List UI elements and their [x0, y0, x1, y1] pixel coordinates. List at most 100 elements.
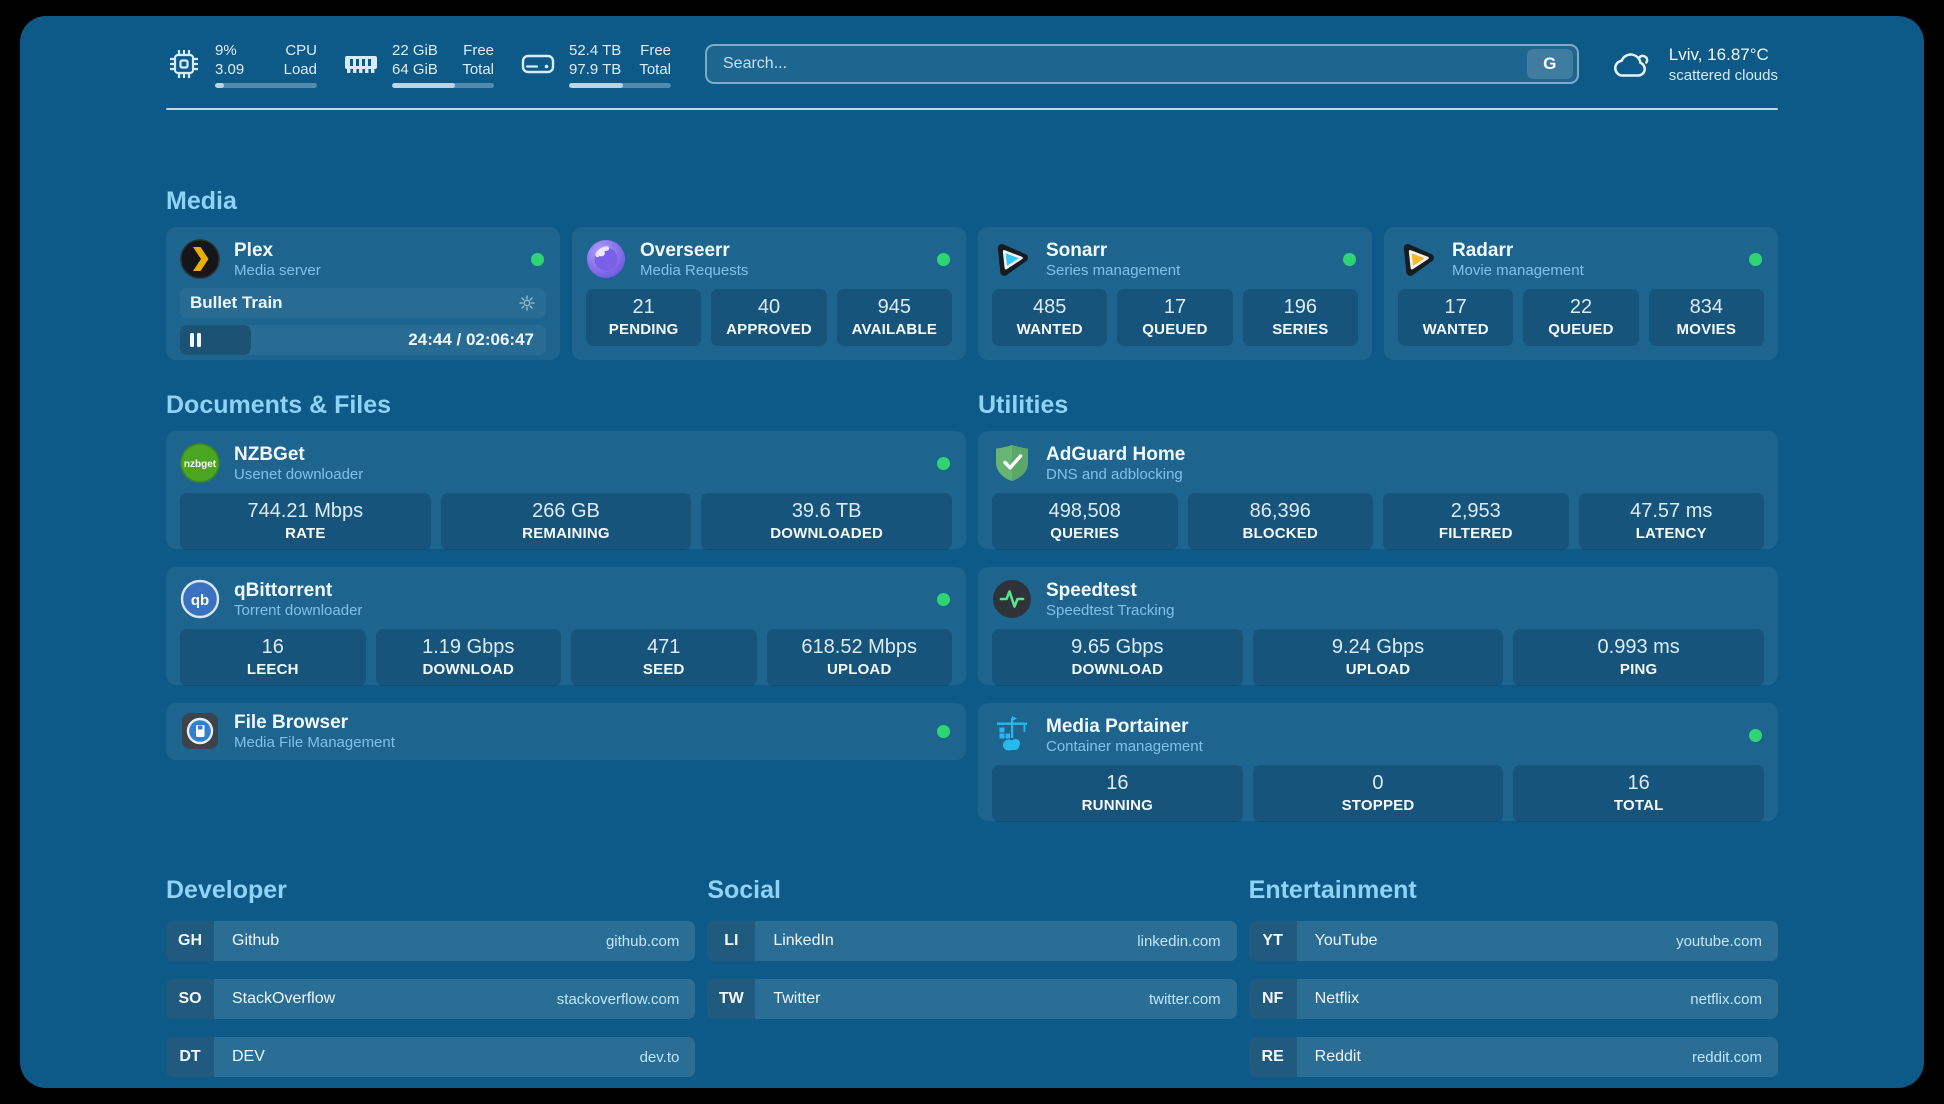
search-engine-button[interactable]: G	[1526, 49, 1573, 79]
bookmark-twitter[interactable]: TW Twitter twitter.com	[707, 979, 1237, 1019]
memory-total-value: 64 GiB	[392, 60, 438, 78]
cpu-chip-icon	[170, 50, 198, 78]
weather-location: Lviv, 16.87°C	[1668, 44, 1769, 64]
bookmark-name: LinkedIn	[773, 932, 834, 949]
app-name: Plex	[234, 239, 274, 261]
nzbget-stats: 744.21 Mbps RATE 266 GB REMAINING 39.6 T…	[180, 493, 952, 550]
stat-box: 196 SERIES	[1242, 289, 1358, 346]
stat-value: 16	[1627, 772, 1650, 794]
stat-box: 0.993 ms PING	[1513, 629, 1764, 686]
status-dot	[937, 253, 950, 266]
app-name: File Browser	[234, 711, 349, 733]
search-input[interactable]	[723, 55, 1527, 73]
bookmark-name: YouTube	[1314, 932, 1378, 949]
dashboard-panel: 9% 3.09 CPU Load	[20, 16, 1924, 1088]
app-card-portainer[interactable]: Media Portainer Container management 16 …	[978, 703, 1778, 822]
stat-value: 485	[1032, 296, 1067, 318]
status-dot	[1343, 253, 1356, 266]
bookmark-github[interactable]: GH Github github.com	[166, 921, 696, 961]
nzbget-titles: NZBGet Usenet downloader	[234, 443, 363, 484]
stat-value: 9.24 Gbps	[1331, 636, 1425, 658]
status-dot	[937, 457, 950, 470]
now-playing-row[interactable]: Bullet Train	[180, 288, 546, 318]
bookmark-name: StackOverflow	[232, 990, 336, 1007]
stat-box: 0 STOPPED	[1252, 765, 1504, 822]
stat-box: 618.52 Mbps UPLOAD	[766, 629, 952, 686]
app-description: Media server	[234, 261, 321, 279]
bookmark-youtube[interactable]: YT YouTube youtube.com	[1248, 921, 1778, 961]
stat-label: DOWNLOAD	[422, 661, 515, 678]
speedtest-card-header: Speedtest Speedtest Tracking	[992, 577, 1764, 621]
stat-value: 0	[1372, 772, 1384, 794]
qbittorrent-card-header: qb qBittorrent Torrent downloader	[180, 577, 952, 621]
stat-label: REMAINING	[522, 525, 610, 542]
app-card-speedtest[interactable]: Speedtest Speedtest Tracking 9.65 Gbps D…	[978, 567, 1778, 686]
bookmark-stackoverflow[interactable]: SO StackOverflow stackoverflow.com	[166, 979, 696, 1019]
app-description: Movie management	[1452, 261, 1584, 279]
bookmark-list: YT YouTube youtube.com NF Netflix netfli…	[1248, 921, 1778, 1077]
speedtest-stats: 9.65 Gbps DOWNLOAD 9.24 Gbps UPLOAD 0.99…	[992, 629, 1764, 686]
stat-label: LATENCY	[1635, 525, 1707, 542]
disk-progress-fill	[569, 82, 624, 88]
search-bar[interactable]: G	[705, 44, 1579, 84]
memory-progress-fill	[392, 82, 456, 88]
dashboard-content: 9% 3.09 CPU Load	[20, 16, 1924, 1088]
stat-value: 498,508	[1048, 500, 1121, 522]
playback-progress-bar[interactable]: 24:44 / 02:06:47	[180, 325, 546, 355]
cog-icon[interactable]	[518, 294, 536, 312]
stat-value: 21	[632, 296, 655, 318]
bookmark-group-title: Social	[707, 876, 781, 904]
qbittorrent-titles: qBittorrent Torrent downloader	[234, 579, 362, 620]
app-card-filebrowser[interactable]: File Browser Media File Management	[166, 703, 966, 760]
bookmark-linkedin[interactable]: LI LinkedIn linkedin.com	[707, 921, 1237, 961]
stat-value: 744.21 Mbps	[247, 500, 364, 522]
stat-box: 39.6 TB DOWNLOADED	[701, 493, 952, 550]
weather-text: Lviv, 16.87°C scattered clouds	[1669, 44, 1778, 85]
app-card-sonarr[interactable]: Sonarr Series management 485 WANTED 17 Q…	[978, 227, 1372, 360]
bookmark-url: reddit.com	[1691, 1048, 1762, 1066]
app-description: Container management	[1046, 737, 1203, 755]
section-title-documents: Documents & Files	[166, 391, 392, 419]
plex-card-header: Plex Media server	[180, 237, 546, 281]
bookmark-reddit[interactable]: RE Reddit reddit.com	[1248, 1037, 1778, 1077]
cpu-values: 9% 3.09	[215, 41, 244, 79]
bookmark-abbr: LI	[707, 921, 756, 961]
bookmark-netflix[interactable]: NF Netflix netflix.com	[1248, 979, 1778, 1019]
adguard-icon	[996, 445, 1028, 481]
app-name: AdGuard Home	[1046, 443, 1186, 465]
stat-value: 1.19 Gbps	[422, 636, 515, 658]
pause-icon[interactable]	[190, 333, 202, 347]
stat-box: 86,396 BLOCKED	[1187, 493, 1373, 550]
app-description: DNS and adblocking	[1046, 465, 1183, 483]
filebrowser-titles: File Browser Media File Management	[234, 711, 395, 752]
stat-value: 16	[261, 636, 284, 658]
bookmark-url: linkedin.com	[1137, 932, 1221, 950]
ram-icon	[345, 56, 377, 73]
stat-label: WANTED	[1422, 321, 1489, 338]
stat-box: 1.19 Gbps DOWNLOAD	[375, 629, 561, 686]
stat-value: 39.6 TB	[791, 500, 862, 522]
app-description: Series management	[1046, 261, 1181, 279]
portainer-stats: 16 RUNNING 0 STOPPED 16 TOTAL	[992, 765, 1764, 822]
app-card-radarr[interactable]: Radarr Movie management 17 WANTED 22 QUE…	[1384, 227, 1778, 360]
bookmark-group-title: Developer	[166, 876, 287, 904]
bookmark-group-social: Social LI LinkedIn linkedin.com TW Twitt…	[707, 875, 1237, 1077]
stat-label: QUEUED	[1548, 321, 1614, 338]
stat-box: 485 WANTED	[992, 289, 1108, 346]
stat-label: LEECH	[246, 661, 299, 678]
app-card-overseerr[interactable]: Overseerr Media Requests 21 PENDING 40 A…	[572, 227, 966, 360]
bookmark-name: Twitter	[773, 990, 821, 1007]
app-card-qbittorrent[interactable]: qb qBittorrent Torrent downloader 16 LEE…	[166, 567, 966, 686]
stat-box: 834 MOVIES	[1648, 289, 1764, 346]
overseerr-titles: Overseerr Media Requests	[640, 239, 748, 280]
app-description: Speedtest Tracking	[1046, 601, 1175, 619]
app-card-nzbget[interactable]: nzbget NZBGet Usenet downloader 744.21 M…	[166, 431, 966, 550]
bookmark-abbr: YT	[1248, 921, 1297, 961]
app-card-plex[interactable]: Plex Media server Bullet Train	[166, 227, 560, 360]
bookmark-dev[interactable]: DT DEV dev.to	[166, 1037, 696, 1077]
app-card-adguard[interactable]: AdGuard Home DNS and adblocking 498,508 …	[978, 431, 1778, 550]
app-description: Usenet downloader	[234, 465, 364, 483]
bookmark-url: stackoverflow.com	[556, 990, 680, 1008]
cpu-usage-value: 9%	[215, 41, 237, 59]
stat-value: 618.52 Mbps	[801, 636, 918, 658]
